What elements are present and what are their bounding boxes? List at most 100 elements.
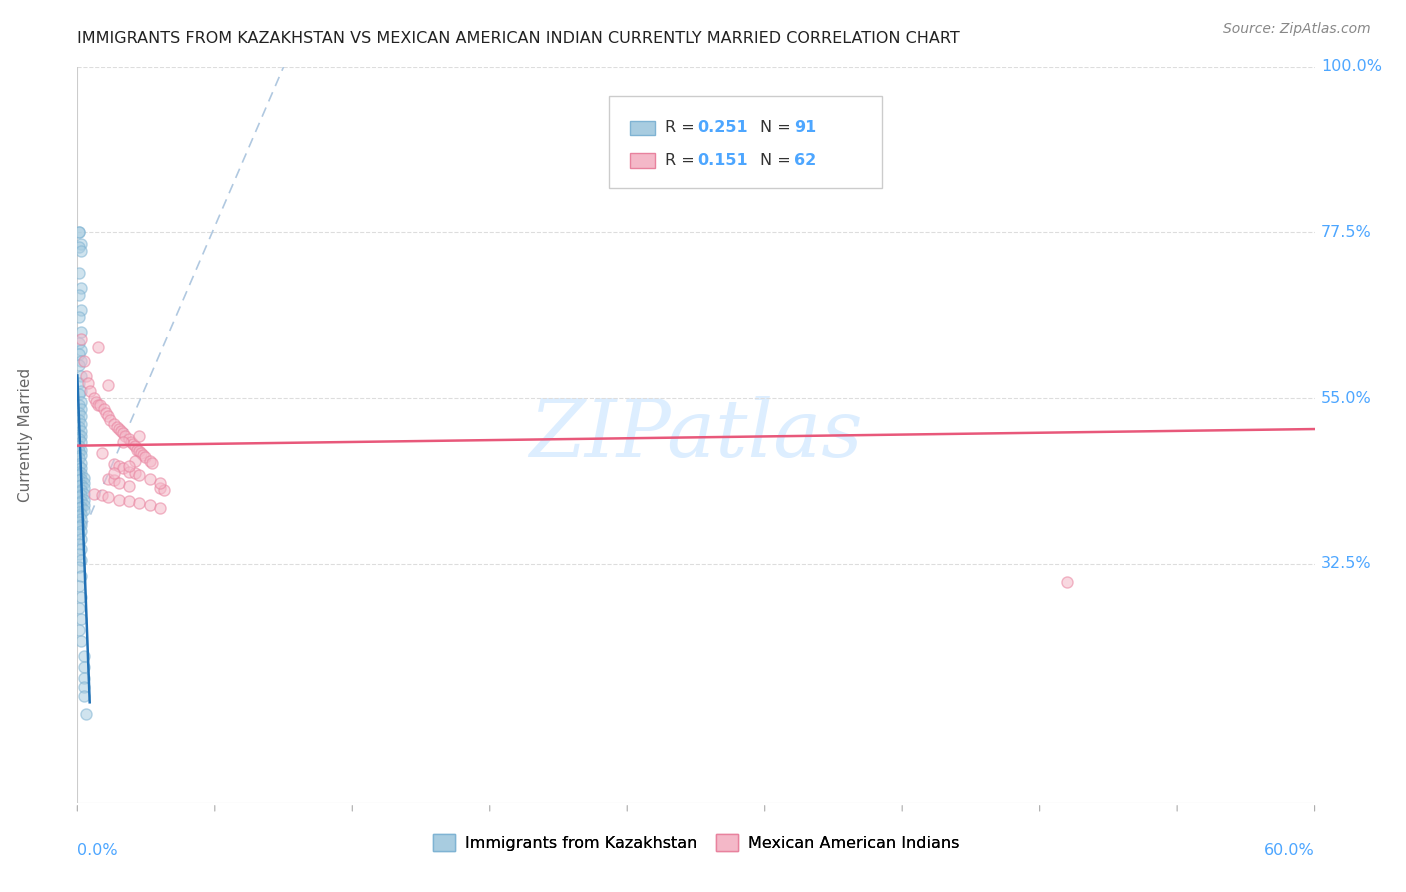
Point <box>89 398 111 412</box>
Point <box>67 520 90 534</box>
Point <box>128 495 150 509</box>
Point <box>70 429 93 443</box>
Text: ZIPatlas: ZIPatlas <box>529 396 863 474</box>
Point <box>70 343 93 358</box>
Point <box>118 432 141 446</box>
Point <box>122 436 145 450</box>
Point <box>70 508 93 522</box>
Point <box>67 335 90 350</box>
Point <box>67 579 90 593</box>
Point <box>70 612 93 626</box>
Point <box>67 347 90 361</box>
Text: Currently Married: Currently Married <box>18 368 32 502</box>
Point <box>67 266 90 280</box>
Point <box>70 633 93 648</box>
Point <box>67 547 90 561</box>
Point <box>107 492 129 507</box>
Point <box>91 446 114 460</box>
Text: 0.151: 0.151 <box>697 153 748 168</box>
Point <box>93 402 115 417</box>
Point <box>103 417 125 431</box>
Text: 32.5%: 32.5% <box>1320 556 1371 571</box>
Point <box>72 648 94 663</box>
Point <box>138 472 160 486</box>
Point <box>70 466 93 480</box>
Point <box>70 569 93 583</box>
Point <box>97 472 120 486</box>
Point <box>128 429 150 443</box>
Point <box>70 472 93 486</box>
Point <box>70 435 93 450</box>
Point <box>67 288 90 302</box>
Point <box>91 488 114 502</box>
Point <box>107 475 129 490</box>
Point <box>107 458 129 473</box>
Point <box>72 475 94 490</box>
Point <box>70 394 93 409</box>
Point <box>70 402 93 417</box>
Point <box>70 533 93 547</box>
Point <box>84 394 107 409</box>
Point <box>67 427 90 442</box>
Text: 0.0%: 0.0% <box>77 843 118 858</box>
Text: 62: 62 <box>794 153 815 168</box>
Point <box>72 503 94 517</box>
Text: 0.251: 0.251 <box>697 120 748 136</box>
Point <box>67 491 90 505</box>
Point <box>105 420 128 434</box>
Point <box>70 553 93 567</box>
Point <box>67 479 90 493</box>
Point <box>72 487 94 501</box>
Point <box>70 541 93 556</box>
Point <box>87 398 110 412</box>
Point <box>97 377 120 392</box>
Point <box>124 439 146 453</box>
Point <box>79 384 101 398</box>
Point <box>787 170 810 185</box>
Point <box>107 422 129 436</box>
Text: N =: N = <box>761 120 796 136</box>
Point <box>67 465 90 479</box>
Point <box>70 449 93 463</box>
Point <box>83 391 105 405</box>
Point <box>103 466 125 480</box>
Point <box>67 468 90 483</box>
Point <box>67 413 90 427</box>
Point <box>141 456 163 470</box>
Point <box>1056 575 1078 590</box>
Point <box>70 461 93 475</box>
Point <box>70 512 93 526</box>
Point <box>70 236 93 251</box>
Point <box>67 560 90 574</box>
Point <box>138 453 160 467</box>
Point <box>128 444 150 458</box>
Text: 100.0%: 100.0% <box>1320 60 1382 74</box>
Point <box>67 358 90 372</box>
Point <box>153 483 176 497</box>
Point <box>72 680 94 694</box>
Point <box>70 384 93 398</box>
Point <box>70 417 93 431</box>
Point <box>124 466 146 480</box>
Point <box>70 478 93 492</box>
Point <box>67 485 90 500</box>
Point <box>72 671 94 685</box>
Point <box>87 340 110 354</box>
Point <box>114 429 136 443</box>
Point <box>67 398 90 412</box>
Point <box>67 240 90 254</box>
Point <box>96 406 118 420</box>
Point <box>120 435 142 450</box>
Point <box>111 435 134 450</box>
FancyBboxPatch shape <box>630 153 655 168</box>
Point <box>72 470 94 484</box>
Point <box>70 483 93 497</box>
Point <box>70 488 93 502</box>
Point <box>70 500 93 514</box>
Point <box>83 487 105 501</box>
Point <box>67 310 90 325</box>
Text: IMMIGRANTS FROM KAZAKHSTAN VS MEXICAN AMERICAN INDIAN CURRENTLY MARRIED CORRELAT: IMMIGRANTS FROM KAZAKHSTAN VS MEXICAN AM… <box>77 31 960 46</box>
Point <box>110 424 132 438</box>
Point <box>70 409 93 424</box>
Point <box>67 387 90 401</box>
